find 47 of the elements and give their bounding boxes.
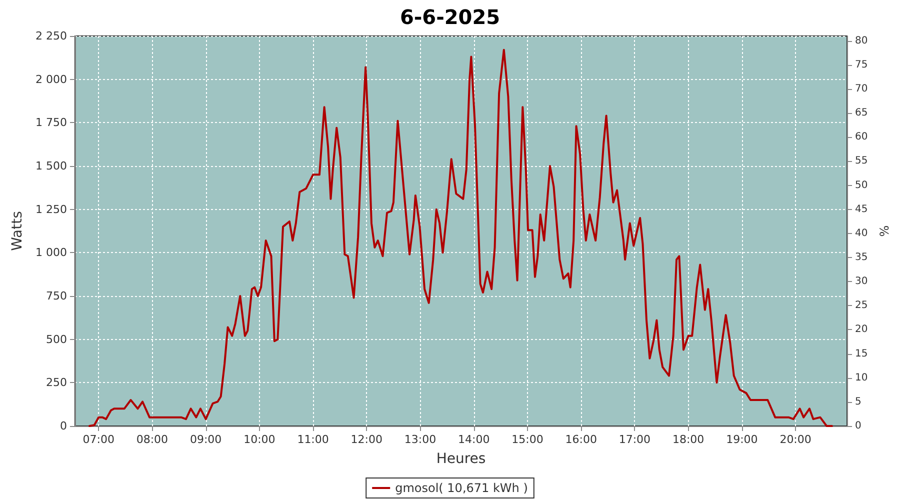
y-tick-label: 500 [46, 332, 67, 346]
y-tick-label: 1 500 [36, 160, 67, 172]
y-tick-label: 0 [60, 420, 67, 432]
x-tick-label: 20:00 [780, 433, 812, 446]
y-tick-label: 250 [46, 376, 67, 390]
y2-axis-title: % [878, 225, 892, 237]
y2-tick-label: 20 [855, 324, 868, 336]
x-tick-label: 12:00 [350, 433, 382, 446]
x-tick-label: 19:00 [726, 433, 758, 446]
legend-label: gmosol( 10,671 kWh ) [395, 481, 528, 495]
y-tick-label: 1 000 [36, 246, 67, 260]
line-series [88, 48, 833, 427]
x-tick-label: 09:00 [190, 433, 222, 446]
x-tick-label: 16:00 [565, 433, 597, 446]
y2-tick-label: 70 [855, 83, 868, 94]
y2-tick-label: 75 [855, 59, 868, 70]
y-tick-label: 2 250 [36, 30, 67, 42]
y2-tick-label: 25 [855, 300, 868, 312]
y-axis-title: Watts [10, 211, 26, 251]
chart-title: 6-6-2025 [400, 5, 500, 29]
y2-tick-label: 0 [855, 420, 862, 432]
x-tick-label: 11:00 [297, 433, 329, 446]
y2-tick-label: 35 [855, 252, 868, 263]
x-tick-label: 13:00 [404, 433, 436, 446]
x-tick-label: 17:00 [618, 433, 651, 446]
x-tick-label: 18:00 [672, 433, 704, 446]
y2-tick-label: 80 [855, 35, 868, 46]
x-axis-title: Heures [436, 451, 486, 467]
y-tick-label: 1 750 [36, 116, 67, 130]
y-tick-label: 750 [46, 290, 67, 302]
y-tick-label: 2 000 [36, 72, 67, 86]
y2-tick-label: 50 [855, 180, 868, 191]
y2-tick-label: 45 [855, 204, 868, 215]
y2-tick-label: 10 [855, 372, 868, 384]
y2-tick-label: 15 [855, 348, 868, 360]
y2-tick-label: 55 [855, 156, 868, 167]
x-tick-label: 08:00 [136, 433, 168, 446]
y2-tick-label: 60 [855, 132, 868, 143]
y2-tick-label: 30 [855, 276, 868, 288]
y2-tick-label: 5 [855, 396, 862, 408]
y-tick-label: 1 250 [36, 202, 67, 216]
x-tick-label: 07:00 [82, 433, 114, 446]
x-tick-label: 10:00 [244, 433, 276, 446]
x-tick-label: 14:00 [458, 433, 490, 446]
x-tick-label: 15:00 [512, 433, 544, 446]
y2-tick-label: 65 [855, 108, 868, 119]
y2-tick-label: 40 [855, 228, 868, 239]
